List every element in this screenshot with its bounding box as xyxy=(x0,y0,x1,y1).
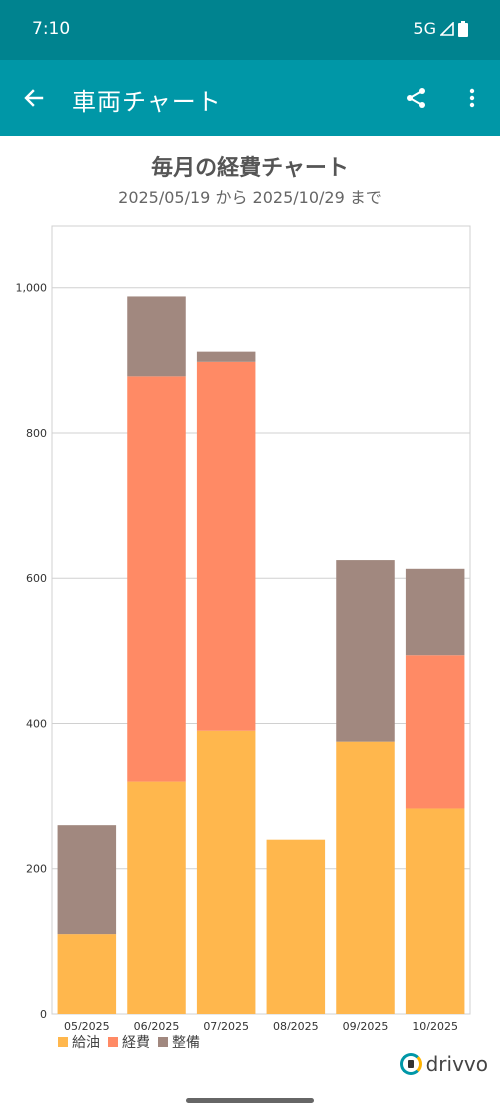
x-tick-label: 05/2025 xyxy=(64,1020,110,1030)
x-tick-label: 09/2025 xyxy=(343,1020,389,1030)
network-type: 5G xyxy=(413,19,436,38)
gesture-nav-handle[interactable] xyxy=(186,1098,314,1103)
signal-icon xyxy=(440,21,454,36)
battery-icon xyxy=(458,20,468,37)
status-indicators: 5G xyxy=(413,19,468,38)
y-tick-label: 800 xyxy=(26,427,47,440)
bar-segment xyxy=(196,351,256,362)
share-icon xyxy=(407,88,425,108)
x-tick-label: 06/2025 xyxy=(134,1020,180,1030)
bar-segment xyxy=(266,839,326,1014)
status-time: 7:10 xyxy=(32,19,71,39)
bar-segment xyxy=(127,376,186,782)
bar-segment xyxy=(127,296,186,377)
bar-segment xyxy=(405,568,465,656)
more-vert-icon xyxy=(469,88,475,108)
back-button[interactable] xyxy=(14,78,54,118)
bar-segment xyxy=(405,808,465,1014)
chart-date-range: 2025/05/19 から 2025/10/29 まで xyxy=(118,188,382,207)
app-bar: 車両チャート xyxy=(0,60,500,136)
legend-label: 整備 xyxy=(172,1035,200,1051)
y-tick-label: 400 xyxy=(26,717,47,730)
bar-segment xyxy=(127,781,186,1014)
legend-swatch xyxy=(108,1037,118,1047)
bar-segment xyxy=(405,655,465,809)
legend-swatch xyxy=(58,1037,68,1047)
x-tick-label: 07/2025 xyxy=(203,1020,249,1030)
y-tick-label: 200 xyxy=(26,863,47,876)
legend-item: 整備 xyxy=(158,1032,200,1052)
y-tick-label: 1,000 xyxy=(16,282,48,295)
legend-label: 経費 xyxy=(122,1035,150,1051)
chart-legend: 給油 経費 整備 xyxy=(58,1032,200,1052)
legend-item: 給油 xyxy=(58,1032,100,1052)
legend-swatch xyxy=(158,1037,168,1047)
status-bar: 7:10 5G xyxy=(0,0,500,60)
arrow-back-icon xyxy=(24,89,44,107)
bar-segment xyxy=(196,361,256,731)
bar-segment xyxy=(196,730,256,1014)
legend-item: 経費 xyxy=(108,1032,150,1052)
y-tick-label: 0 xyxy=(40,1008,47,1021)
brand-name: drivvo xyxy=(425,1052,488,1076)
chart-title: 毎月の経費チャート xyxy=(151,156,349,181)
more-options-button[interactable] xyxy=(452,78,492,118)
bar-segment xyxy=(336,741,395,1014)
drivvo-logo-icon xyxy=(399,1053,422,1075)
stacked-bar-chart: 0 200 400 600 800 1,000 05/2025 06/2025 07/2025 0… xyxy=(16,225,471,1030)
x-tick-label: 10/2025 xyxy=(412,1020,458,1030)
app-title: 車両チャート xyxy=(72,88,222,116)
bar-segment xyxy=(57,825,117,935)
brand: drivvo xyxy=(399,1052,488,1076)
bar-segment xyxy=(336,560,395,742)
share-button[interactable] xyxy=(396,78,436,118)
legend-label: 給油 xyxy=(72,1035,100,1051)
x-tick-label: 08/2025 xyxy=(273,1020,319,1030)
y-tick-label: 600 xyxy=(26,572,47,585)
bar-segment xyxy=(57,934,117,1014)
